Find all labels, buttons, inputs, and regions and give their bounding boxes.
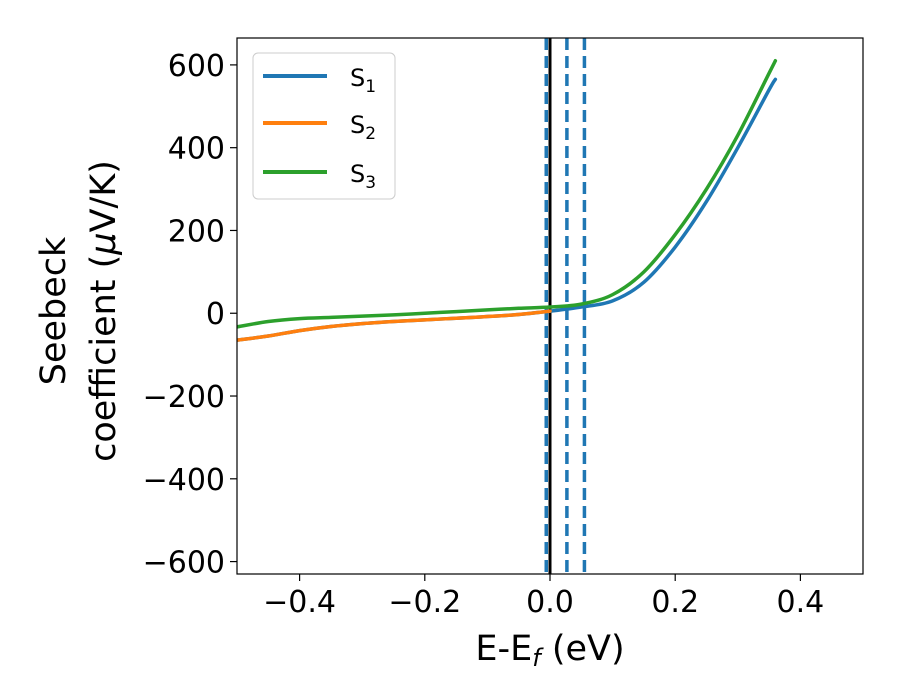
x-tick-label: 0.2 bbox=[651, 585, 699, 620]
legend: S1 S2 S3 bbox=[252, 52, 396, 200]
series-line-s3 bbox=[237, 59, 778, 329]
legend-item-s2: S2 bbox=[263, 111, 376, 144]
y-tick-label: −600 bbox=[143, 546, 225, 581]
y-axis-label-line1: Seebeck bbox=[34, 236, 74, 385]
x-axis-ticks: −0.4 −0.2 0.0 0.2 0.4 bbox=[263, 574, 824, 620]
y-axis-label: Seebeck coefficient (μV/K) bbox=[34, 160, 124, 462]
x-tick-label: 0.0 bbox=[526, 585, 574, 620]
y-tick-label: 200 bbox=[168, 214, 225, 249]
y-tick-label: −200 bbox=[143, 380, 225, 415]
legend-item-s1: S1 bbox=[263, 64, 376, 97]
y-tick-label: 0 bbox=[206, 297, 225, 332]
legend-box bbox=[252, 52, 396, 200]
legend-label-s1: S1 bbox=[350, 64, 376, 97]
x-tick-label: −0.2 bbox=[388, 585, 461, 620]
y-axis-ticks: −600 −400 −200 0 200 400 600 bbox=[143, 49, 237, 581]
x-axis-label: E-Ef (eV) bbox=[475, 629, 624, 672]
y-tick-label: −400 bbox=[143, 463, 225, 498]
y-axis-label-line2: coefficient (μV/K) bbox=[84, 160, 124, 462]
y-tick-label: 400 bbox=[168, 132, 225, 167]
legend-label-s3: S3 bbox=[350, 160, 376, 193]
x-tick-label: −0.4 bbox=[263, 585, 336, 620]
legend-label-s2: S2 bbox=[350, 111, 376, 144]
series-line-s2 bbox=[237, 309, 552, 342]
y-tick-label: 600 bbox=[168, 49, 225, 84]
x-tick-label: 0.4 bbox=[777, 585, 825, 620]
series-lines bbox=[237, 59, 778, 342]
legend-item-s3: S3 bbox=[263, 160, 376, 193]
